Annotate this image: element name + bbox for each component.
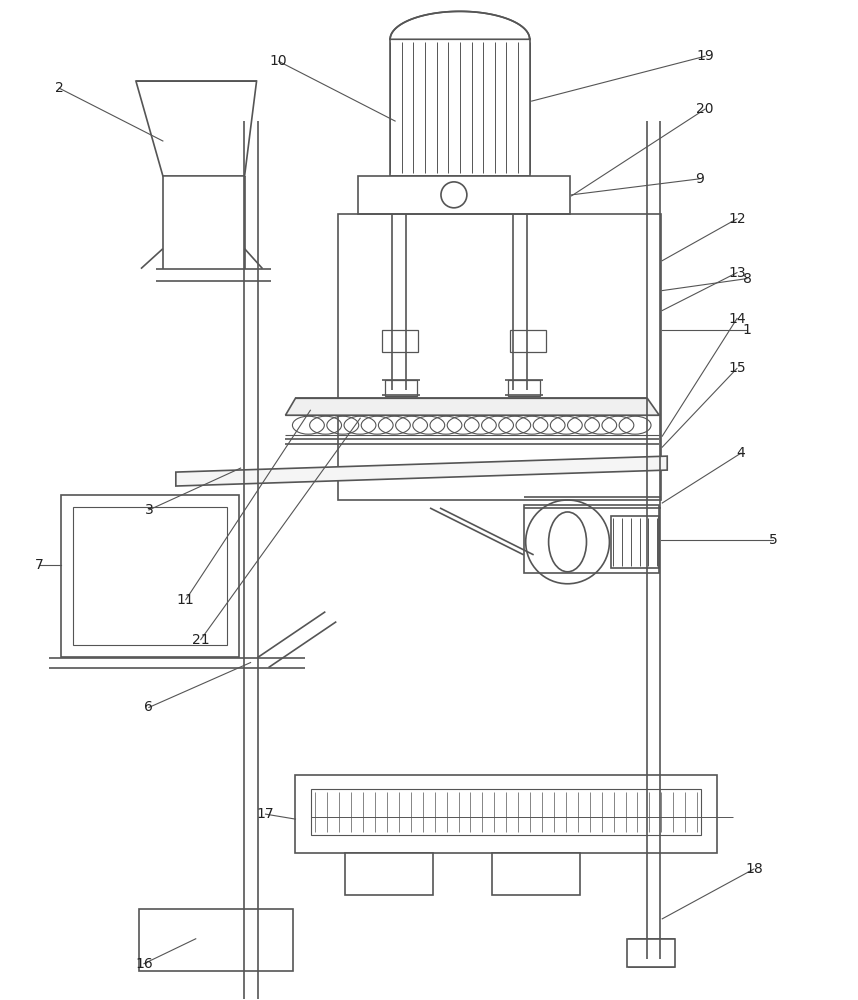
Text: 21: 21	[192, 633, 209, 647]
Bar	[510, 330, 546, 352]
Text: 10: 10	[269, 54, 287, 68]
Text: 14: 14	[728, 312, 746, 326]
Bar	[523, 505, 659, 573]
Text: 4: 4	[737, 446, 746, 460]
Text: 6: 6	[144, 700, 154, 714]
Bar	[612, 516, 659, 568]
Bar	[627, 939, 675, 967]
Text: 9: 9	[695, 172, 704, 186]
Bar	[382, 330, 418, 352]
Bar	[73, 507, 227, 645]
Bar	[385, 380, 417, 396]
Polygon shape	[390, 11, 529, 39]
Text: 17: 17	[257, 807, 275, 821]
Text: 15: 15	[728, 361, 746, 375]
Text: 5: 5	[769, 533, 777, 547]
Bar	[508, 380, 540, 396]
Text: 11: 11	[177, 593, 195, 607]
Text: 8: 8	[742, 272, 752, 286]
Bar	[61, 495, 239, 657]
Polygon shape	[136, 81, 257, 176]
Text: 3: 3	[144, 503, 154, 517]
Text: 13: 13	[728, 266, 746, 280]
Bar	[295, 775, 717, 853]
Text: 18: 18	[745, 862, 763, 876]
Polygon shape	[286, 398, 659, 415]
Bar	[359, 176, 570, 214]
Text: 7: 7	[35, 558, 44, 572]
Bar	[492, 853, 579, 895]
Polygon shape	[176, 456, 668, 486]
Text: 20: 20	[697, 102, 714, 116]
Text: 2: 2	[55, 81, 63, 95]
Bar	[311, 789, 701, 835]
Text: 19: 19	[696, 49, 714, 63]
Bar	[390, 39, 529, 176]
Text: 12: 12	[728, 212, 746, 226]
Bar	[345, 853, 433, 895]
Bar	[338, 214, 662, 500]
Bar	[630, 939, 674, 967]
Bar	[139, 909, 293, 971]
Text: 1: 1	[742, 323, 752, 337]
Text: 16: 16	[135, 957, 153, 971]
